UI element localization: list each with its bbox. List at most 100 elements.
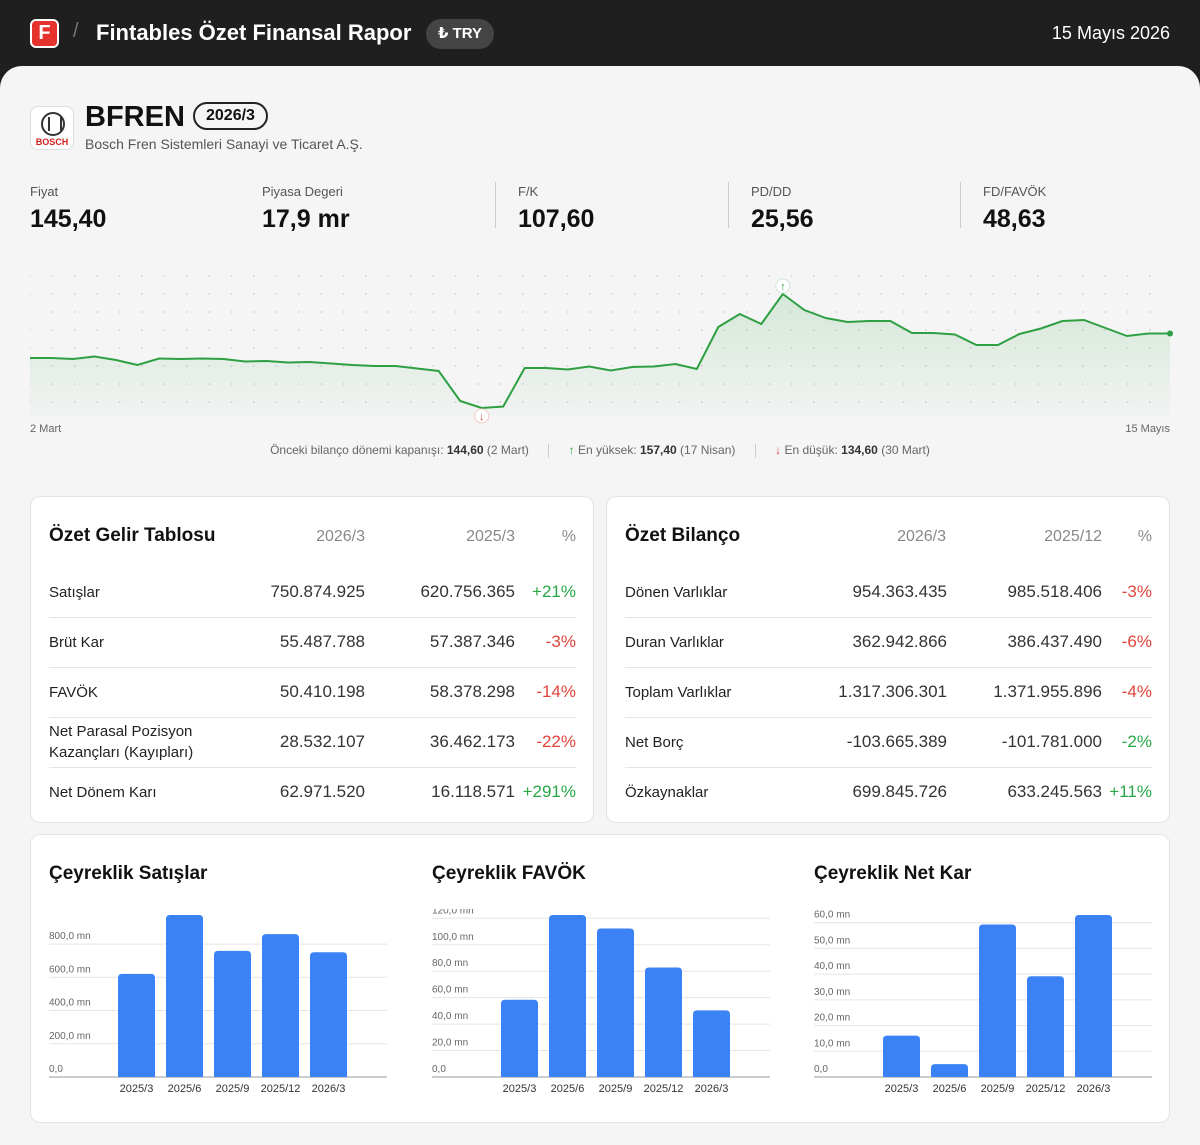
- grid-dot: [30, 329, 31, 331]
- y-tick-label: 120,0 mn: [432, 909, 474, 916]
- grid-dot: [96, 347, 99, 349]
- grid-dot: [96, 329, 99, 331]
- y-tick-label: 30,0 mn: [814, 987, 850, 998]
- grid-dot: [544, 347, 547, 349]
- grid-dot: [1081, 293, 1084, 295]
- grid-dot: [275, 293, 278, 295]
- grid-dot: [544, 311, 547, 313]
- quarterly-sales-chart[interactable]: 0,0 200,0 mn 400,0 mn 600,0 mn 800,0 mn 2025/…: [49, 909, 389, 1099]
- income-cell-change: -14%: [536, 682, 576, 701]
- quarterly-ebitda-chart[interactable]: 0,0 20,0 mn 40,0 mn 60,0 mn 80,0 mn 100,0 mn 1…: [432, 909, 772, 1099]
- bar[interactable]: [262, 934, 299, 1077]
- quarterly-net-profit-chart[interactable]: 0,0 10,0 mn 20,0 mn 30,0 mn 40,0 mn 50,0 mn 60…: [814, 909, 1154, 1099]
- grid-dot: [118, 275, 121, 277]
- row-divider: [625, 617, 1152, 618]
- grid-dot: [342, 275, 345, 277]
- quarterly-charts-card: Çeyreklik Satışlar Çeyreklik FAVÖK Çeyre…: [30, 834, 1170, 1123]
- grid-dot: [320, 347, 323, 349]
- grid-dot: [30, 275, 31, 277]
- bar[interactable]: [931, 1064, 968, 1077]
- currency-badge[interactable]: ₺ TRY: [426, 19, 495, 49]
- grid-dot: [253, 275, 255, 277]
- grid-dot: [409, 365, 412, 367]
- grid-dot: [880, 311, 883, 313]
- metric-label: F/K: [518, 184, 539, 199]
- high-value: 157,40: [640, 443, 677, 457]
- bar[interactable]: [1027, 976, 1064, 1077]
- grid-dot: [1081, 311, 1084, 313]
- bar[interactable]: [166, 915, 203, 1077]
- x-tick-label: 2025/9: [599, 1083, 633, 1095]
- bar[interactable]: [1075, 915, 1112, 1077]
- x-tick-label: 2025/12: [1026, 1083, 1066, 1095]
- bar[interactable]: [549, 915, 586, 1077]
- grid-dot: [902, 311, 905, 313]
- grid-dot: [499, 347, 502, 349]
- grid-dot: [185, 347, 188, 349]
- grid-dot: [208, 347, 211, 349]
- y-tick-label: 100,0 mn: [432, 932, 474, 943]
- balance-row-label: Özkaynaklar: [625, 784, 709, 801]
- income-statement-card: Özet Gelir Tablosu 2026/3 2025/3 % Satış…: [30, 496, 594, 823]
- bar[interactable]: [883, 1035, 920, 1077]
- grid-dot: [835, 293, 838, 295]
- grid-dot: [544, 365, 547, 367]
- bar[interactable]: [214, 950, 251, 1077]
- balance-sheet-title: Özet Bilanço: [625, 525, 741, 546]
- grid-dot: [499, 293, 502, 295]
- grid-dot: [432, 293, 435, 295]
- grid-dot: [51, 329, 54, 331]
- bar[interactable]: [597, 928, 634, 1077]
- bar[interactable]: [310, 952, 347, 1077]
- bar[interactable]: [501, 999, 538, 1077]
- grid-dot: [320, 329, 323, 331]
- app-logo-icon[interactable]: F: [30, 19, 59, 48]
- income-row-label: FAVÖK: [49, 684, 98, 701]
- grid-dot: [633, 311, 636, 313]
- grid-dot: [611, 275, 614, 277]
- bar[interactable]: [693, 1010, 730, 1077]
- previous-close-note: (2 Mart): [486, 443, 529, 457]
- grid-dot: [566, 365, 569, 367]
- income-cell-previous: 57.387.346: [429, 632, 515, 651]
- grid-dot: [1126, 275, 1129, 277]
- company-name: Bosch Fren Sistemleri Sanayi ve Ticaret …: [85, 136, 363, 152]
- balance-col-head: 2025/12: [1044, 528, 1102, 545]
- grid-dot: [185, 293, 188, 295]
- grid-dot: [745, 275, 748, 277]
- grid-dot: [454, 383, 457, 385]
- price-chart[interactable]: ↑ ↓ 2 Mart 15 Mayıs: [30, 266, 1175, 436]
- metric-value: 25,56: [751, 205, 814, 233]
- grid-dot: [230, 329, 233, 331]
- legend-divider: [754, 443, 756, 458]
- grid-dot: [1014, 293, 1017, 295]
- grid-dot: [230, 275, 233, 277]
- grid-dot: [1037, 275, 1039, 277]
- grid-dot: [409, 347, 412, 349]
- metric-value: 107,60: [518, 205, 595, 233]
- breadcrumb-separator: /: [73, 20, 79, 42]
- low-label: En düşük:: [784, 443, 838, 457]
- grid-dot: [297, 311, 300, 313]
- income-row-label: Net Dönem Karı: [49, 784, 157, 801]
- grid-dot: [723, 275, 726, 277]
- grid-dot: [656, 311, 659, 313]
- income-cell-current: 50.410.198: [279, 682, 365, 701]
- metric-value: 17,9 mr: [262, 205, 350, 233]
- grid-dot: [477, 365, 479, 367]
- grid-dot: [432, 311, 435, 313]
- grid-dot: [589, 329, 591, 331]
- grid-dot: [342, 311, 345, 313]
- bar[interactable]: [979, 924, 1016, 1077]
- grid-dot: [701, 293, 703, 295]
- x-tick-label: 2025/6: [551, 1083, 585, 1095]
- grid-dot: [1149, 293, 1151, 295]
- bar[interactable]: [645, 967, 682, 1077]
- grid-dot: [185, 275, 188, 277]
- grid-dot: [320, 293, 323, 295]
- grid-dot: [969, 311, 972, 313]
- low-value: 134,60: [841, 443, 878, 457]
- grid-dot: [320, 275, 323, 277]
- bar[interactable]: [118, 973, 155, 1077]
- grid-dot: [566, 311, 569, 313]
